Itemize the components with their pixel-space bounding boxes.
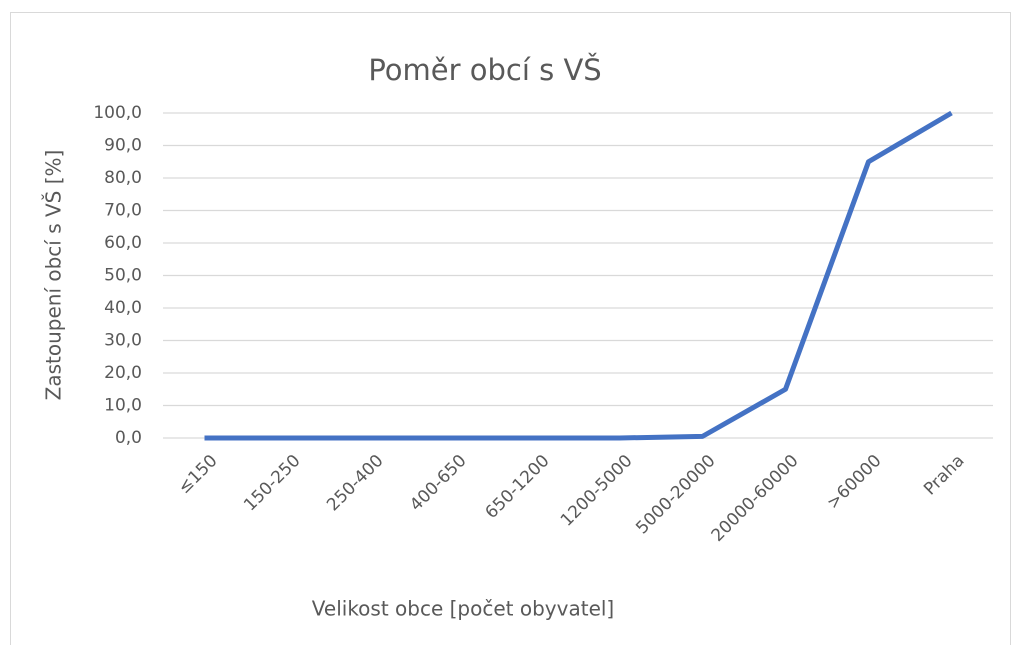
y-tick-label: 0,0 xyxy=(115,428,142,448)
y-tick-label: 70,0 xyxy=(104,201,142,221)
y-tick-label: 50,0 xyxy=(104,266,142,286)
chart-title: Poměr obcí s VŠ xyxy=(368,53,601,87)
y-tick-label: 100,0 xyxy=(93,103,142,123)
x-tick-label: 400-650 xyxy=(406,451,470,515)
x-tick-label: 1200-5000 xyxy=(557,451,637,531)
y-tick-label: 40,0 xyxy=(104,298,142,318)
y-tick-label: 80,0 xyxy=(104,168,142,188)
y-tick-label: 90,0 xyxy=(104,136,142,156)
chart-border xyxy=(10,12,1011,645)
x-tick-label: 5000-20000 xyxy=(632,451,719,538)
x-tick-label: 650-1200 xyxy=(482,451,554,523)
y-tick-label: 10,0 xyxy=(104,396,142,416)
x-tick-label: Praha xyxy=(920,451,968,499)
y-tick-label: 20,0 xyxy=(104,363,142,383)
x-tick-label: 20000-60000 xyxy=(708,451,803,546)
x-axis-label: Velikost obce [počet obyvatel] xyxy=(312,597,614,621)
x-tick-label: >60000 xyxy=(823,451,885,513)
x-tick-label: 150-250 xyxy=(240,451,304,515)
x-tick-label: 250-400 xyxy=(323,451,387,515)
y-tick-label: 30,0 xyxy=(104,331,142,351)
y-tick-label: 60,0 xyxy=(104,233,142,253)
x-tick-label: ≤150 xyxy=(174,451,221,498)
line-series xyxy=(204,110,953,441)
y-axis-label: Zastoupení obcí s VŠ [%] xyxy=(42,150,66,401)
